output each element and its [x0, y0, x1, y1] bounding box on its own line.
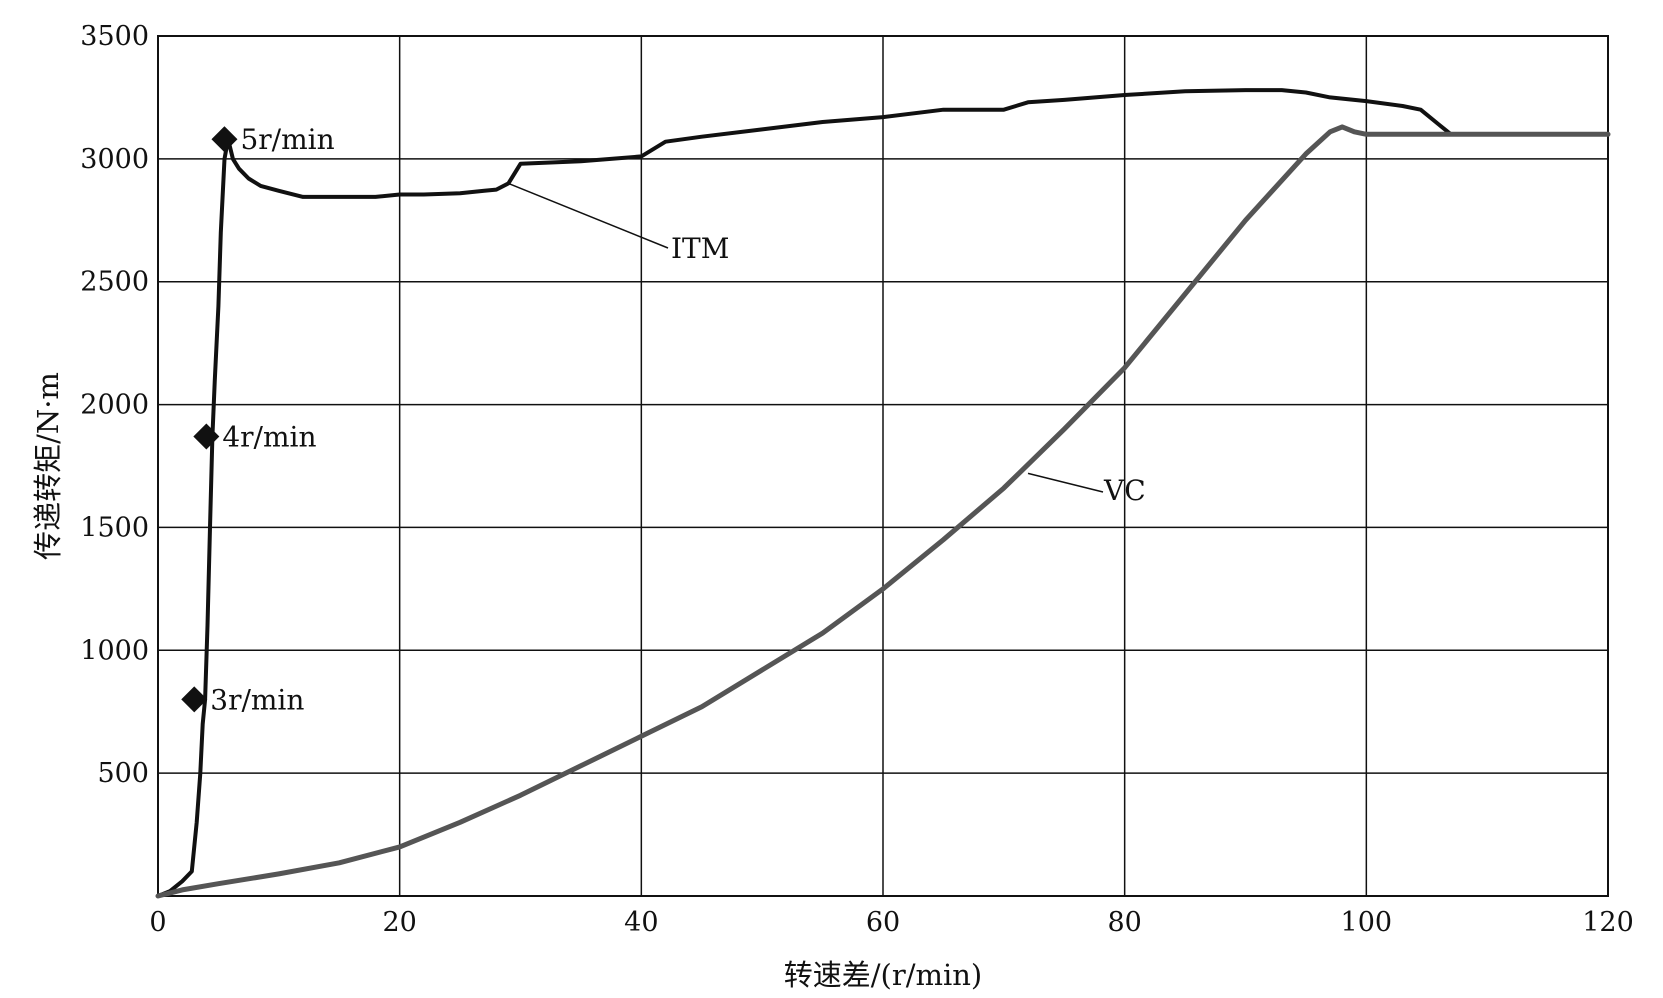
y-tick-label: 1500: [80, 512, 149, 543]
annotation-label-vc: VC: [1103, 474, 1146, 507]
y-tick-label: 500: [97, 758, 149, 789]
series-line-vc: [155, 124, 1611, 899]
series: [155, 88, 1611, 899]
markers: 3r/min 4r/min 5r/min: [181, 123, 335, 716]
plot-frame: [157, 35, 1609, 897]
marker-label: 3r/min: [210, 683, 304, 716]
x-tick-label: 40: [624, 907, 658, 938]
marker-point: [211, 126, 238, 153]
y-axis-title: 传递转矩/N·m: [31, 372, 65, 560]
annotations: ITM VC: [508, 182, 1146, 507]
series-line-itm: [156, 88, 1610, 898]
y-tick-label: 1000: [80, 635, 149, 666]
tick-labels: 0 20 40 60 80 100 120 500 1000 1500 2000 2500 3000 35…: [80, 21, 1633, 938]
y-tick-label: 3000: [80, 144, 149, 175]
annotation-leader-itm: [508, 182, 669, 249]
marker-label: 5r/min: [240, 123, 334, 156]
marker-label: 4r/min: [222, 421, 316, 454]
annotation-leader-vc: [1027, 472, 1104, 493]
y-tick-label: 3500: [80, 21, 149, 52]
annotation-label-itm: ITM: [671, 232, 729, 265]
x-tick-label: 0: [149, 907, 166, 938]
y-tick-label: 2000: [80, 390, 149, 421]
x-tick-label: 60: [866, 907, 900, 938]
y-tick-label: 2500: [80, 267, 149, 298]
x-axis-title: 转速差/(r/min): [784, 958, 982, 992]
x-tick-label: 20: [382, 907, 416, 938]
marker-point: [181, 686, 208, 713]
marker-point: [193, 423, 220, 450]
x-tick-label: 120: [1582, 907, 1634, 938]
x-tick-label: 80: [1107, 907, 1141, 938]
x-tick-label: 100: [1341, 907, 1393, 938]
